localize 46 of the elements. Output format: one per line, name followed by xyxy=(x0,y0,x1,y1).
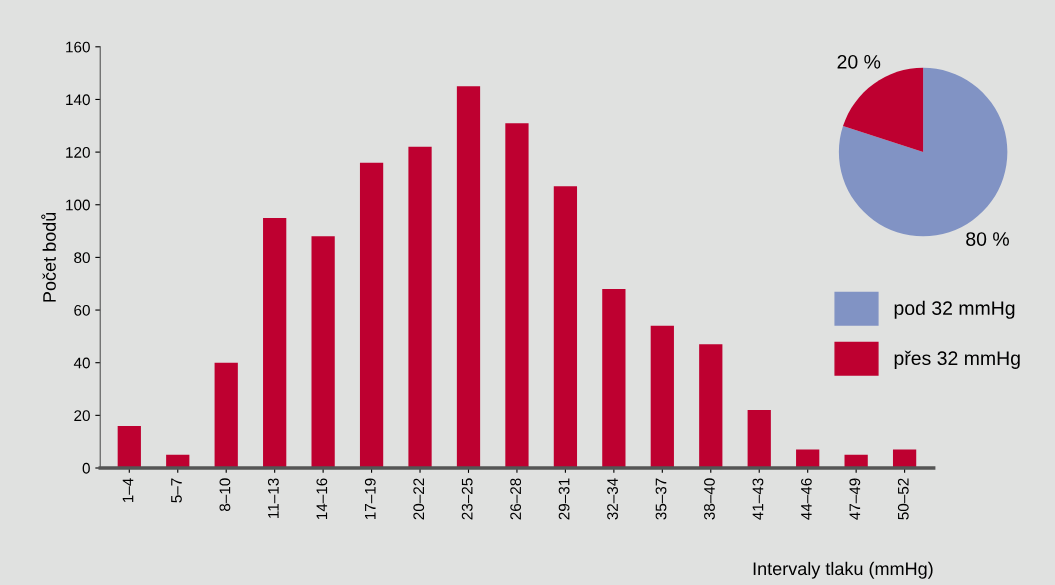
bar xyxy=(359,162,384,468)
legend-label: pod 32 mmHg xyxy=(894,300,1015,319)
bar xyxy=(456,86,481,468)
data-label: 20 % xyxy=(837,54,881,69)
x-tick-label: 17–19 xyxy=(364,478,376,520)
y-tick-label: 60 xyxy=(74,304,90,316)
bar xyxy=(699,344,723,468)
y-tick-label: 0 xyxy=(82,462,90,474)
data-label: 80 % xyxy=(966,232,1009,246)
x-tick-label: 5–7 xyxy=(171,478,182,503)
pie-slice xyxy=(843,67,924,153)
y-tick-label: 40 xyxy=(73,357,90,369)
y-tick-label: 20 xyxy=(74,410,90,422)
bar xyxy=(408,146,432,468)
x-tick-label: 14–16 xyxy=(316,478,328,520)
x-tick-label: 35–37 xyxy=(655,478,667,520)
y-tick-label: 80 xyxy=(74,252,90,264)
bar xyxy=(747,410,771,468)
bar xyxy=(263,217,287,468)
x-tick-label: 1–4 xyxy=(122,478,134,503)
x-tick-label: 29–31 xyxy=(558,478,570,520)
x-tick-label: 23–25 xyxy=(461,478,473,520)
y-tick-label: 140 xyxy=(66,94,90,106)
x-tick-label: 47–49 xyxy=(849,478,861,520)
bar xyxy=(505,123,529,468)
x-tick-label: 50–52 xyxy=(897,478,909,520)
bar xyxy=(553,186,578,468)
bar xyxy=(650,325,674,468)
x-tick-label: 41–43 xyxy=(752,478,764,520)
y-axis-title: Počet bodů xyxy=(41,212,56,302)
x-axis-title: Intervaly tlaku (mmHg) xyxy=(753,561,933,579)
bar xyxy=(214,362,238,468)
legend-label: přes 32 mmHg xyxy=(894,350,1020,369)
y-tick-label: 160 xyxy=(66,41,90,53)
x-tick-label: 20–22 xyxy=(413,478,425,520)
x-tick-label: 32–34 xyxy=(607,478,618,520)
x-tick-label: 38–40 xyxy=(704,478,715,520)
bar xyxy=(311,236,335,468)
bar xyxy=(117,425,141,468)
x-tick-label: 44–46 xyxy=(800,478,812,520)
y-tick-label: 100 xyxy=(66,199,90,211)
x-tick-label: 11–13 xyxy=(267,478,279,518)
x-tick-label: 8–10 xyxy=(219,478,231,512)
x-tick-label: 26–28 xyxy=(510,478,522,520)
bar xyxy=(602,288,626,468)
y-tick-label: 120 xyxy=(66,146,90,158)
